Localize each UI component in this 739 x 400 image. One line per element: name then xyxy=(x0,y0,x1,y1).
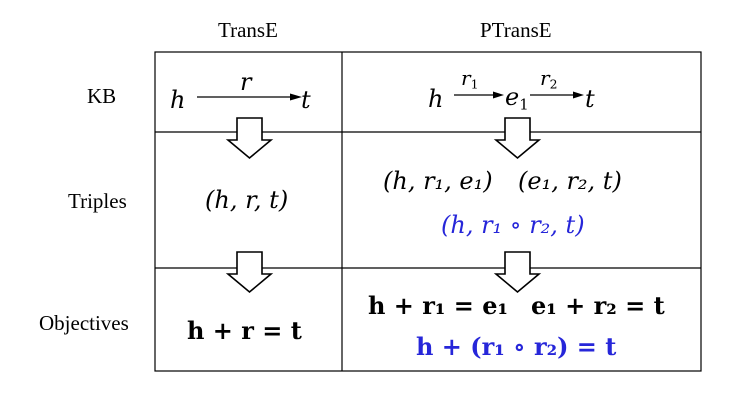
transe-relation-arrowhead xyxy=(290,93,302,101)
header-transe: TransE xyxy=(218,18,278,42)
transe-kb-head: h xyxy=(170,86,186,114)
ptranse-path-objective: h + (r₁ ∘ r₂) = t xyxy=(416,332,617,361)
transe-kb-relation: r xyxy=(240,68,252,96)
ptranse-objective-1: h + r₁ = e₁ xyxy=(368,291,509,320)
ptranse-kb-e1: e1 xyxy=(505,83,529,114)
down-arrow-ptranse-kb xyxy=(493,117,542,160)
transe-triple: (h, r, t) xyxy=(205,186,289,214)
ptranse-objective-2: e₁ + r₂ = t xyxy=(531,291,665,320)
ptranse-r1-arrowhead xyxy=(493,91,504,99)
ptranse-kb-tail: t xyxy=(585,85,595,113)
row-label-triples: Triples xyxy=(68,189,127,213)
ptranse-kb-r2: r2 xyxy=(540,66,558,92)
header-ptranse: PTransE xyxy=(480,18,552,42)
ptranse-kb-head: h xyxy=(428,85,444,113)
ptranse-r2-arrowhead xyxy=(573,91,584,99)
transe-kb-tail: t xyxy=(301,86,311,114)
transe-objective: h + r = t xyxy=(187,316,302,345)
ptranse-path-triple: (h, r₁ ∘ r₂, t) xyxy=(441,211,585,239)
ptranse-triple-2: (e₁, r₂, t) xyxy=(518,167,622,195)
down-arrow-transe-triples xyxy=(225,251,274,294)
ptranse-kb-r1: r1 xyxy=(461,66,479,92)
row-label-objectives: Objectives xyxy=(39,311,129,335)
down-arrow-ptranse-triples xyxy=(493,251,542,294)
table-border xyxy=(154,51,702,372)
down-arrow-transe-kb xyxy=(225,117,274,160)
row-label-kb: KB xyxy=(87,84,117,108)
ptranse-triple-1: (h, r₁, e₁) xyxy=(383,167,493,195)
